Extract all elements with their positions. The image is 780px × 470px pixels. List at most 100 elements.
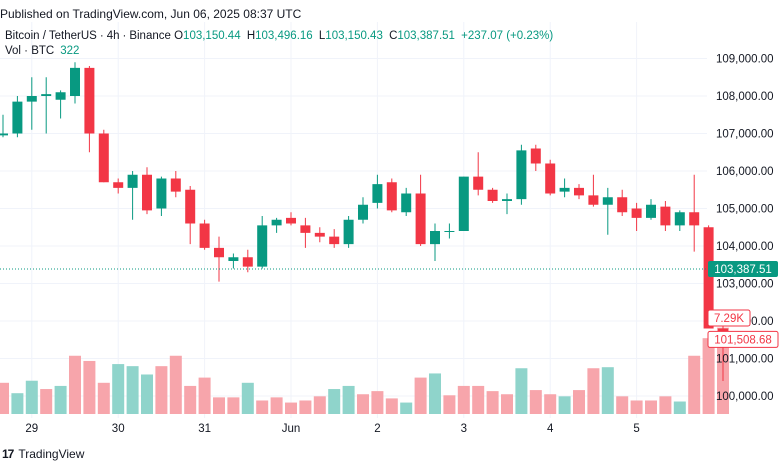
volume-bar: [688, 355, 701, 414]
candle-body: [617, 197, 628, 213]
candle-body: [84, 67, 95, 134]
candle-body: [127, 174, 138, 188]
tradingview-logo[interactable]: 17 TradingView: [2, 447, 84, 461]
volume-bar: [270, 397, 283, 414]
candle-body: [199, 223, 210, 248]
crosshair-price-label: 101,508.68: [714, 334, 772, 346]
candle-body: [444, 231, 455, 232]
volume-bar: [601, 367, 614, 414]
candle-body: [228, 257, 239, 261]
volume-bar: [227, 397, 240, 414]
volume-bar: [241, 382, 254, 414]
candle-body: [286, 217, 296, 224]
volume-bar: [155, 366, 168, 414]
high-value: 103,496.16: [255, 30, 313, 42]
volume-bar: [659, 396, 672, 414]
open-value: 103,150.44: [183, 30, 241, 42]
volume-bar: [198, 377, 211, 414]
volume-bar: [616, 396, 629, 414]
volume-bar: [313, 396, 326, 414]
change-value: +237.07 (+0.23%): [461, 30, 554, 42]
candle-body: [12, 101, 23, 134]
x-tick-label: 4: [547, 423, 554, 435]
candle-body: [185, 189, 196, 224]
volume-bar: [112, 364, 125, 414]
volume-bar: [357, 394, 369, 414]
interval-label: 4h: [106, 30, 120, 42]
candle-body: [257, 225, 268, 267]
tradingview-logo-icon: 17: [2, 447, 14, 461]
volume-bar: [587, 368, 600, 414]
high-label: H: [246, 30, 256, 42]
candle-body: [516, 150, 527, 200]
symbol-legend[interactable]: Bitcoin / TetherUS · 4h · Binance O103,150.4…: [5, 30, 554, 42]
candle-body: [0, 133, 8, 136]
volume-bar: [472, 385, 485, 414]
candle-body: [502, 199, 512, 201]
volume-bar: [141, 374, 153, 414]
candle-layer: [0, 62, 728, 381]
volume-bar: [443, 395, 456, 414]
candle-body: [358, 204, 368, 220]
close-value: 103,387.51: [397, 30, 455, 42]
candle-body: [156, 178, 167, 209]
candle-body: [170, 178, 181, 192]
x-tick-label: 30: [112, 423, 125, 435]
x-tick-label: 5: [633, 423, 639, 435]
candle-body: [703, 227, 714, 329]
candle-body: [545, 163, 556, 194]
grid-layer: [0, 22, 707, 418]
volume-bar: [457, 385, 470, 414]
volume-bar: [25, 380, 38, 414]
x-tick-label: 2: [374, 423, 380, 435]
volume-bar: [256, 400, 269, 414]
volume-bar: [558, 396, 571, 414]
tradingview-brand: TradingView: [18, 447, 85, 461]
close-label: C: [389, 30, 398, 42]
candle-body: [113, 182, 124, 188]
candle-body: [343, 219, 354, 245]
y-tick-label: 107,000.00: [716, 129, 774, 141]
publish-caption: Published on TradingView.com, Jun 06, 20…: [0, 7, 302, 21]
volume-legend[interactable]: Vol · BTC 322: [5, 45, 79, 57]
volume-bar: [486, 391, 499, 414]
volume-value: 322: [60, 45, 80, 57]
volume-layer: [0, 327, 729, 414]
x-tick-label: 29: [25, 423, 38, 435]
volume-bar: [702, 338, 715, 414]
volume-bar: [69, 355, 81, 414]
candle-body: [574, 187, 584, 196]
candle-body: [401, 193, 412, 213]
y-tick-label: 100,000.00: [716, 391, 774, 403]
candle-body: [430, 231, 440, 245]
candle-body: [329, 236, 340, 245]
volume-bar: [40, 389, 53, 414]
candle-body: [386, 182, 397, 211]
y-tick-label: 101,000.00: [716, 354, 774, 366]
volume-label: Vol · BTC: [5, 45, 55, 57]
y-tick-label: 103,000.00: [716, 279, 774, 291]
candle-body: [559, 187, 570, 192]
candle-body: [602, 197, 613, 205]
volume-bar: [169, 355, 182, 414]
volume-bar: [184, 385, 197, 414]
candle-body: [458, 176, 469, 231]
volume-bar: [385, 398, 398, 414]
x-tick-label: 31: [198, 423, 211, 435]
x-tick-label: Jun: [282, 423, 301, 435]
volume-bar: [328, 389, 341, 414]
crosshair-volume-label: 7.29K: [714, 313, 744, 325]
candle-body: [271, 219, 282, 226]
volume-bar: [544, 394, 557, 414]
volume-bar: [573, 390, 585, 414]
volume-bar: [0, 382, 9, 414]
volume-bar: [630, 400, 643, 414]
volume-bar: [126, 366, 139, 414]
candle-body: [689, 212, 700, 226]
volume-bar: [501, 394, 513, 414]
candle-body: [70, 67, 80, 96]
volume-bar: [529, 390, 542, 414]
candle-body: [646, 204, 656, 218]
open-label: O: [174, 30, 184, 42]
